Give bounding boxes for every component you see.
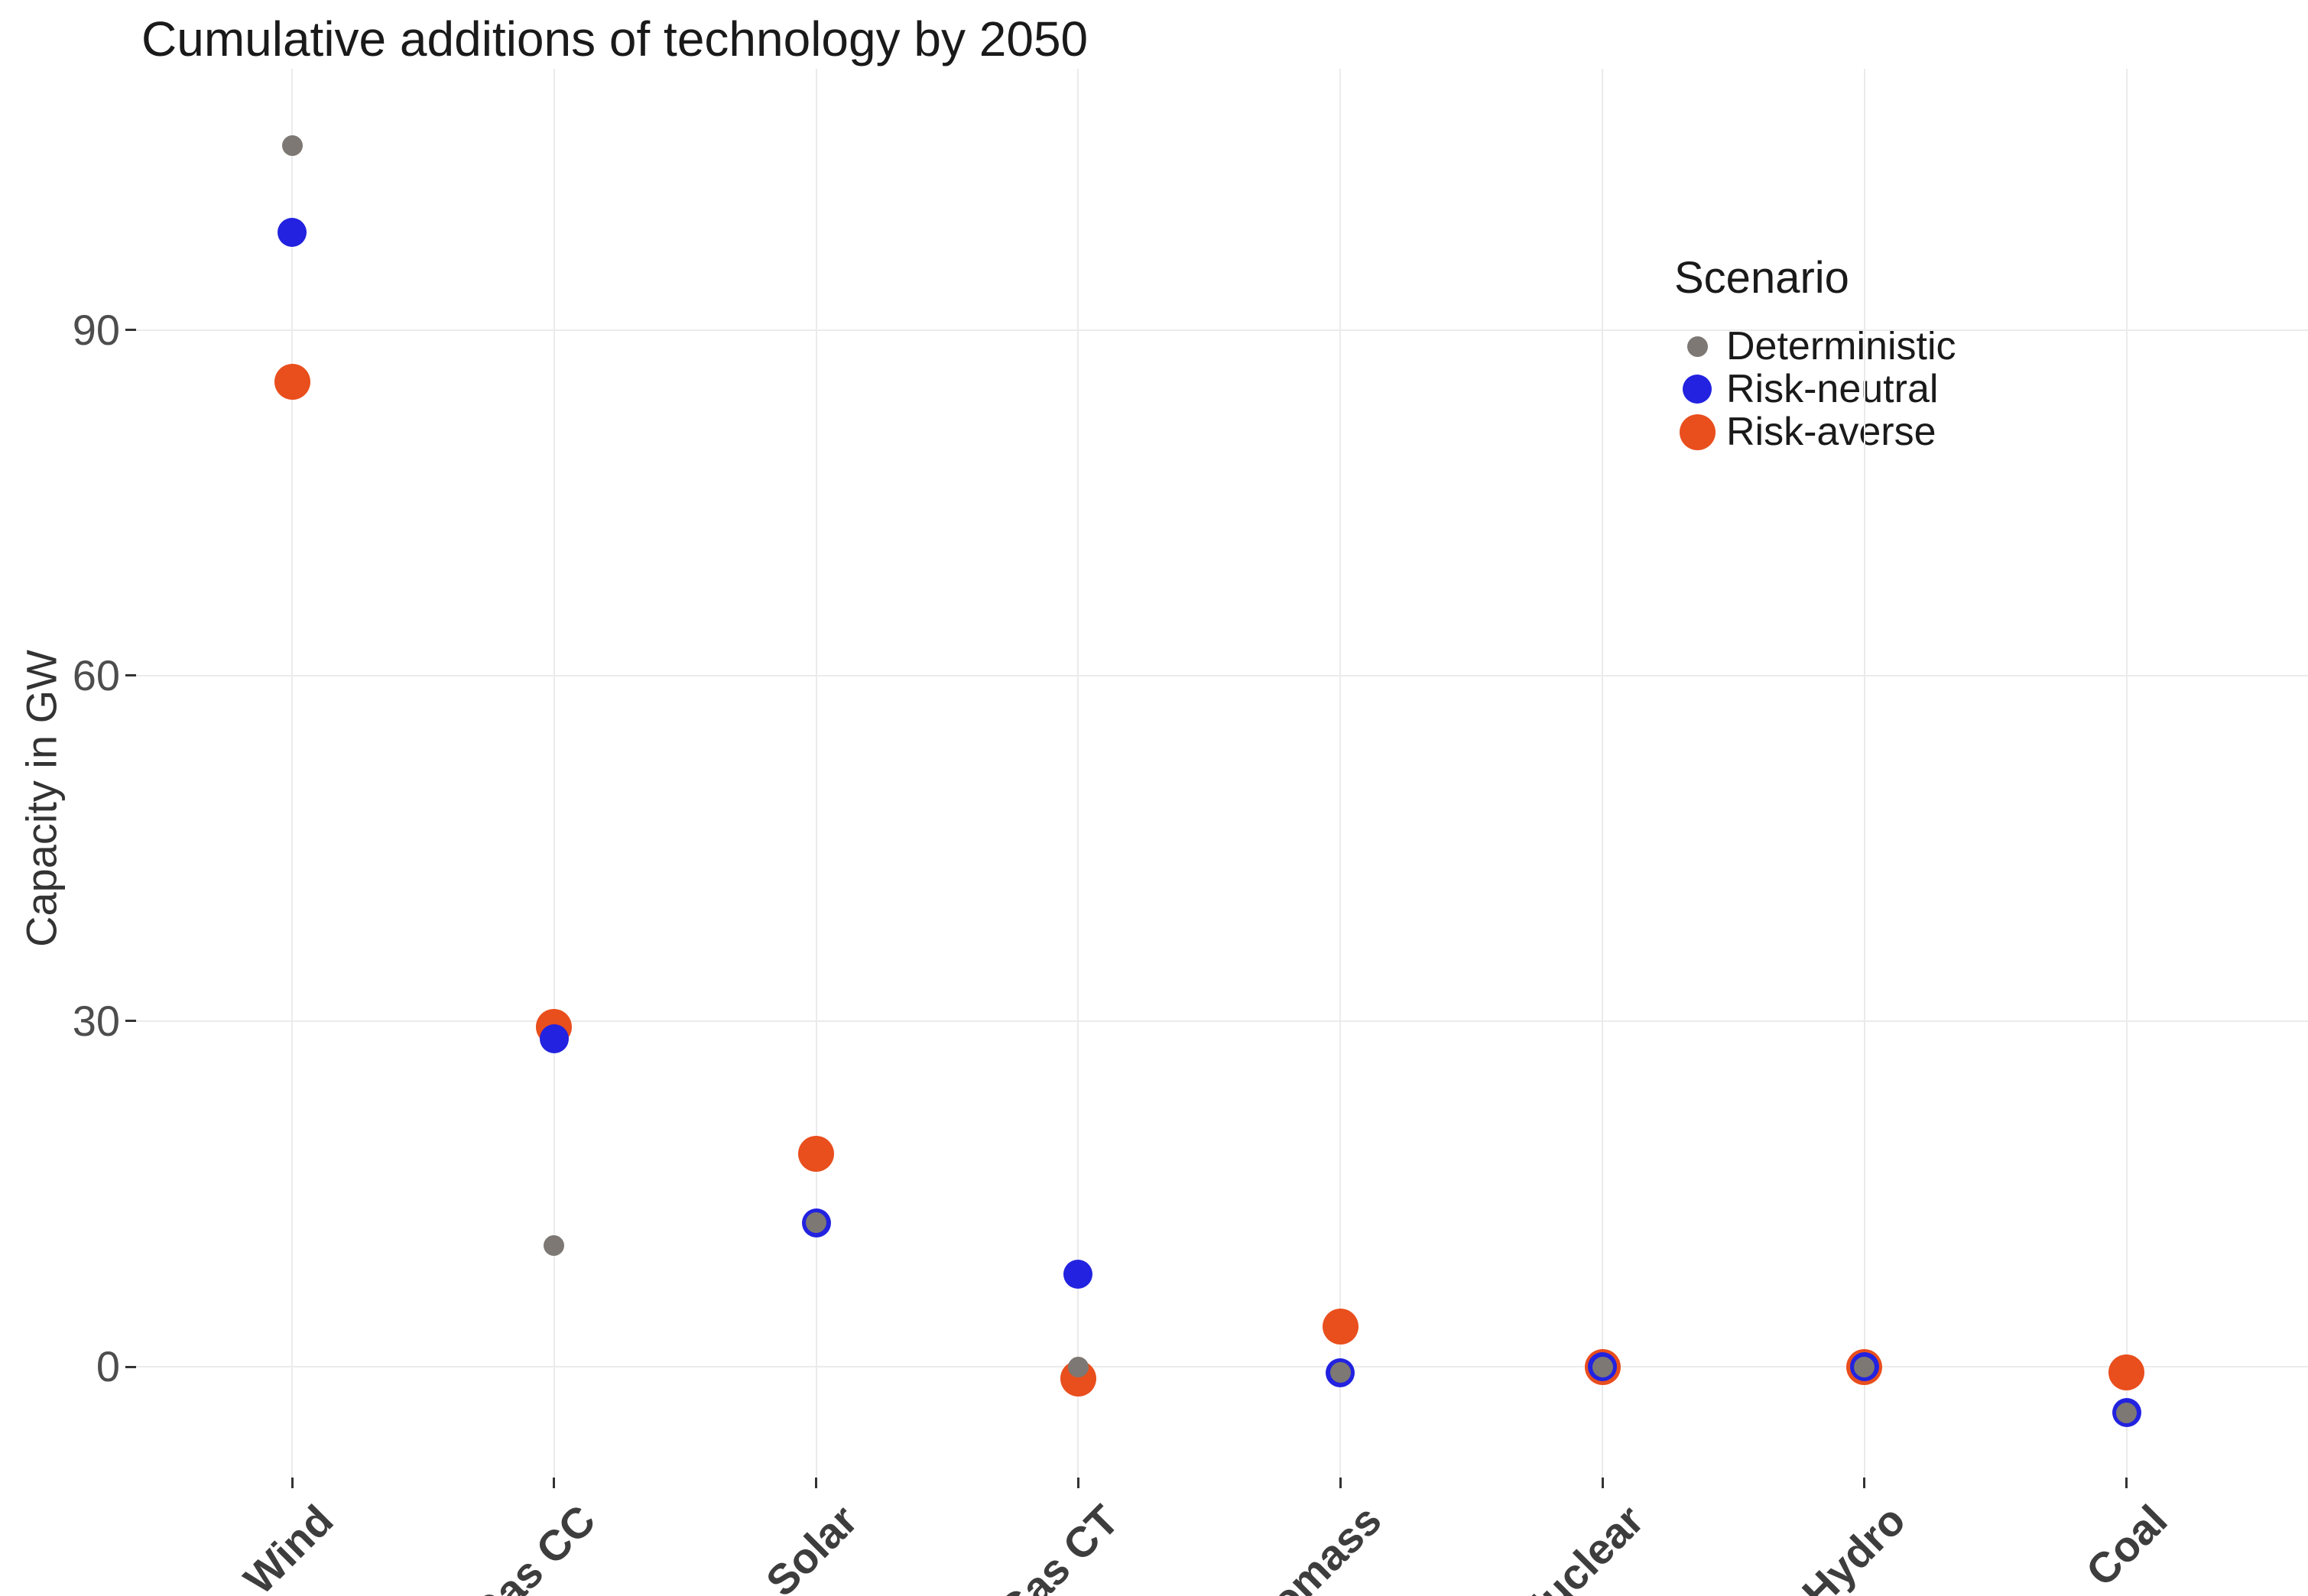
gridline-x-2 [815,69,817,1478]
legend-dot-icon-risk-neutral [1683,375,1712,404]
x-category-label-0: Wind [234,1495,342,1596]
gridline-y-0 [136,1366,2308,1367]
gridline-x-6 [1863,69,1865,1478]
legend-marker-cell [1674,414,1720,450]
gridline-x-3 [1077,69,1079,1478]
data-point-risk-averse-wind [274,364,310,400]
data-point-deterministic-coal [2116,1402,2138,1423]
data-point-deterministic-hydro [1854,1356,1875,1377]
legend-marker-cell [1674,375,1720,404]
data-point-risk-averse-solar [798,1135,835,1172]
legend-label-risk-averse: Risk-averse [1726,410,1936,454]
data-point-deterministic-gas-cc [544,1235,565,1257]
x-axis-tick-0 [291,1478,294,1488]
data-point-deterministic-solar [806,1212,827,1234]
x-axis-tick-4 [1339,1478,1342,1488]
legend-label-deterministic: Deterministic [1726,324,1956,368]
y-axis-tick-60 [125,674,136,677]
y-tick-label-60: 60 [72,650,120,699]
data-point-risk-neutral-wind [278,217,307,247]
data-point-deterministic-gas-ct [1067,1356,1089,1377]
x-category-label-3: Gas CT [988,1495,1128,1596]
data-point-deterministic-nuclear [1592,1356,1613,1377]
x-category-label-4: Biomass [1229,1495,1391,1596]
x-axis-tick-2 [815,1478,818,1488]
x-category-label-2: Solar [756,1495,866,1596]
x-category-label-1: Gas CC [460,1495,605,1596]
x-category-label-6: Hydro [1793,1495,1915,1596]
y-tick-label-0: 0 [96,1342,120,1390]
legend-dot-icon-deterministic [1686,336,1708,357]
data-point-risk-neutral-gas-cc [539,1023,569,1053]
x-category-label-5: Nuclear [1507,1495,1653,1596]
data-point-deterministic-wind [281,135,303,157]
y-axis-tick-0 [125,1365,136,1368]
data-point-deterministic-biomass [1329,1362,1351,1384]
x-axis-tick-1 [553,1478,556,1488]
legend-title: Scenario [1674,253,1849,303]
legend-dot-icon-risk-averse [1679,414,1716,450]
x-axis-tick-5 [1601,1478,1604,1488]
gridline-x-5 [1602,69,1603,1478]
x-axis-tick-7 [2125,1478,2128,1488]
y-axis-tick-90 [125,329,136,332]
legend-label-risk-neutral: Risk-neutral [1726,367,1939,411]
gridline-y-60 [136,674,2308,676]
gridline-x-1 [553,69,555,1478]
x-category-label-7: Coal [2076,1495,2177,1596]
legend-items: Deterministic Risk-neutral Risk-averse [1674,324,1956,454]
gridline-y-30 [136,1020,2308,1022]
legend: Scenario Deterministic Risk-neutral Risk-a… [1674,252,1956,454]
data-point-risk-neutral-gas-ct [1063,1260,1093,1289]
legend-item-risk-neutral: Risk-neutral [1674,367,1956,411]
gridline-x-7 [2125,69,2128,1478]
y-tick-label-30: 30 [72,996,120,1045]
x-axis-tick-6 [1863,1478,1866,1488]
legend-item-deterministic: Deterministic [1674,324,1956,368]
data-point-risk-averse-biomass [1322,1308,1359,1345]
x-axis-tick-3 [1076,1478,1079,1488]
legend-item-risk-averse: Risk-averse [1674,410,1956,454]
y-axis-tick-30 [125,1020,136,1023]
legend-marker-cell [1674,336,1720,357]
chart-title: Cumulative additions of technology by 20… [141,11,1089,66]
gridline-x-0 [291,69,293,1478]
y-tick-label-90: 90 [72,305,120,354]
gridline-y-90 [136,329,2308,331]
data-point-risk-averse-coal [2108,1354,2145,1391]
gridline-x-4 [1339,69,1342,1478]
